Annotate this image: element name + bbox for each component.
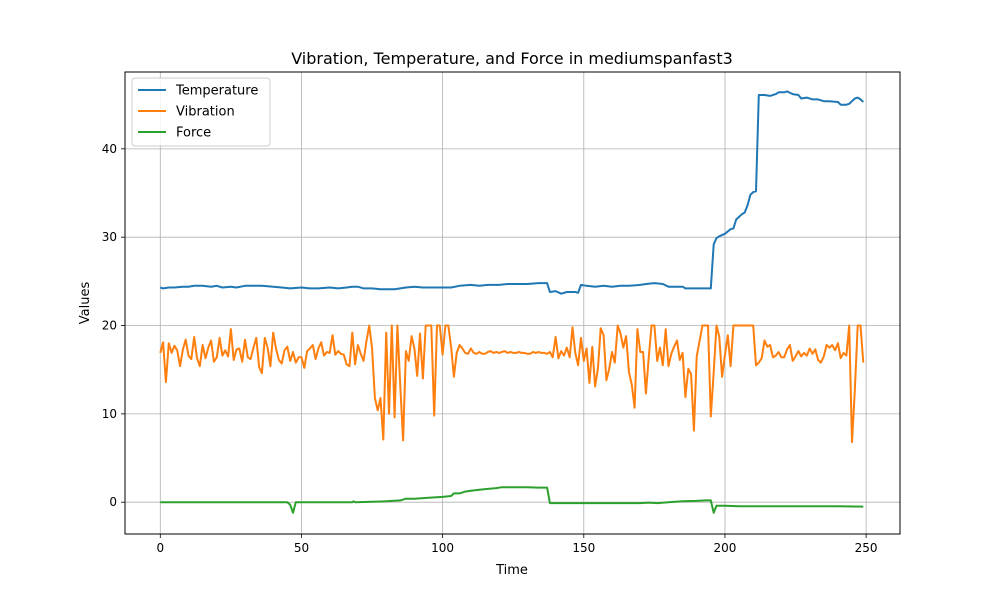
x-tick-label: 0 — [156, 541, 164, 555]
y-tick-label: 0 — [109, 495, 117, 509]
x-tick-label: 250 — [855, 541, 878, 555]
x-tick-label: 50 — [294, 541, 309, 555]
x-axis-label: Time — [495, 563, 528, 578]
series-line-vibration — [159, 324, 865, 444]
plot-frame — [124, 71, 901, 535]
y-tick-label: 40 — [102, 142, 117, 156]
series-layer — [159, 90, 865, 514]
y-tick-label: 30 — [102, 230, 117, 244]
x-axis: 0 50 100 150 200 250 — [156, 534, 878, 555]
x-tick-label: 200 — [714, 541, 737, 555]
y-axis-label: Values — [78, 282, 93, 325]
y-tick-label: 10 — [102, 407, 117, 421]
y-axis: 0 10 20 30 40 — [102, 142, 125, 509]
legend-label: Temperature — [175, 84, 258, 99]
legend-box — [131, 77, 271, 147]
y-tick-label: 20 — [102, 319, 117, 333]
legend: Temperature Vibration Force — [131, 77, 271, 147]
chart-title: Vibration, Temperature, and Force in med… — [291, 49, 733, 68]
x-tick-label: 100 — [431, 541, 454, 555]
legend-label: Vibration — [176, 105, 235, 120]
series-line-force — [160, 486, 864, 514]
grid — [125, 72, 900, 534]
x-tick-label: 150 — [572, 541, 595, 555]
legend-label: Force — [176, 126, 211, 141]
series-line-temperature — [159, 90, 864, 295]
